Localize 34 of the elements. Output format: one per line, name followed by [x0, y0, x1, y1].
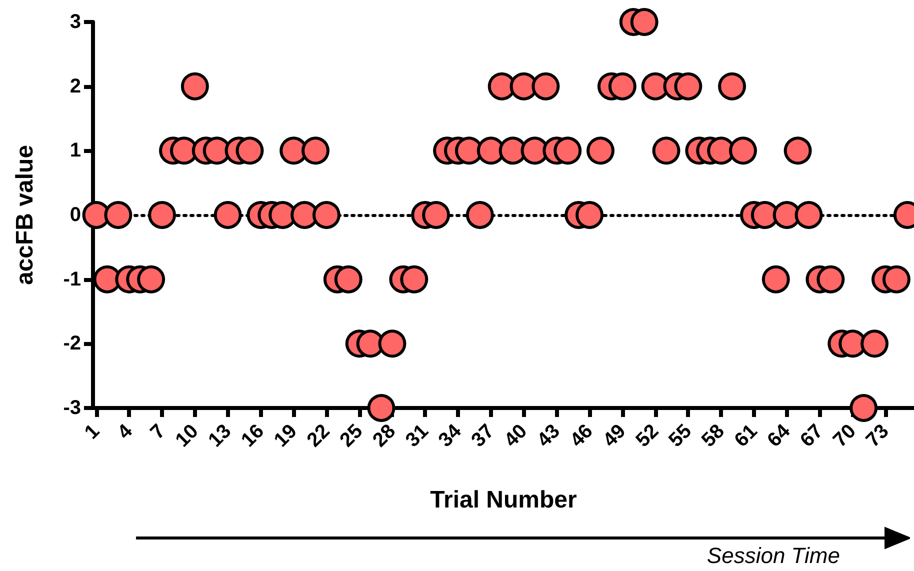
y-axis-title: accFB value	[12, 144, 38, 286]
y-tick-label: -1	[63, 268, 81, 290]
text: Session Time	[706, 543, 840, 569]
x-tick-label: 31	[402, 420, 433, 452]
x-tick-label: 46	[566, 420, 598, 452]
x-tick-label: 19	[270, 420, 302, 452]
y-tick-label: -3	[63, 397, 81, 419]
y-tick-label: 1	[70, 140, 81, 162]
x-tick-label: 40	[500, 420, 532, 452]
x-tick-label: 16	[237, 420, 268, 452]
x-tick-label: 34	[434, 420, 466, 452]
x-tick-label: 70	[829, 420, 860, 452]
x-tick-label: 73	[862, 420, 894, 452]
x-tick-label: 7	[146, 420, 170, 444]
x-tick-label: 4	[114, 420, 137, 444]
x-tick-label: 61	[730, 420, 762, 452]
x-tick-label: 67	[796, 420, 828, 452]
x-tick-label: 49	[598, 420, 630, 452]
x-tick-label: 28	[368, 420, 400, 452]
x-tick-label: 58	[698, 420, 729, 452]
y-tick-label: -2	[63, 332, 81, 355]
x-tick-label: 25	[336, 420, 368, 452]
x-tick-label: 22	[302, 420, 334, 452]
y-tick-label: 0	[70, 204, 81, 226]
y-tick-label: 3	[70, 11, 81, 33]
x-tick-label: 52	[632, 420, 664, 452]
x-tick-label: 43	[533, 420, 564, 452]
x-tick-label: 10	[171, 420, 203, 452]
y-tick-label: 2	[70, 75, 81, 98]
x-axis-title: Trial Number	[430, 486, 577, 514]
x-tick-label: 13	[204, 420, 236, 452]
x-tick-label: 37	[467, 420, 499, 452]
x-tick-label: 64	[763, 420, 795, 452]
x-tick-label: 55	[664, 420, 696, 452]
